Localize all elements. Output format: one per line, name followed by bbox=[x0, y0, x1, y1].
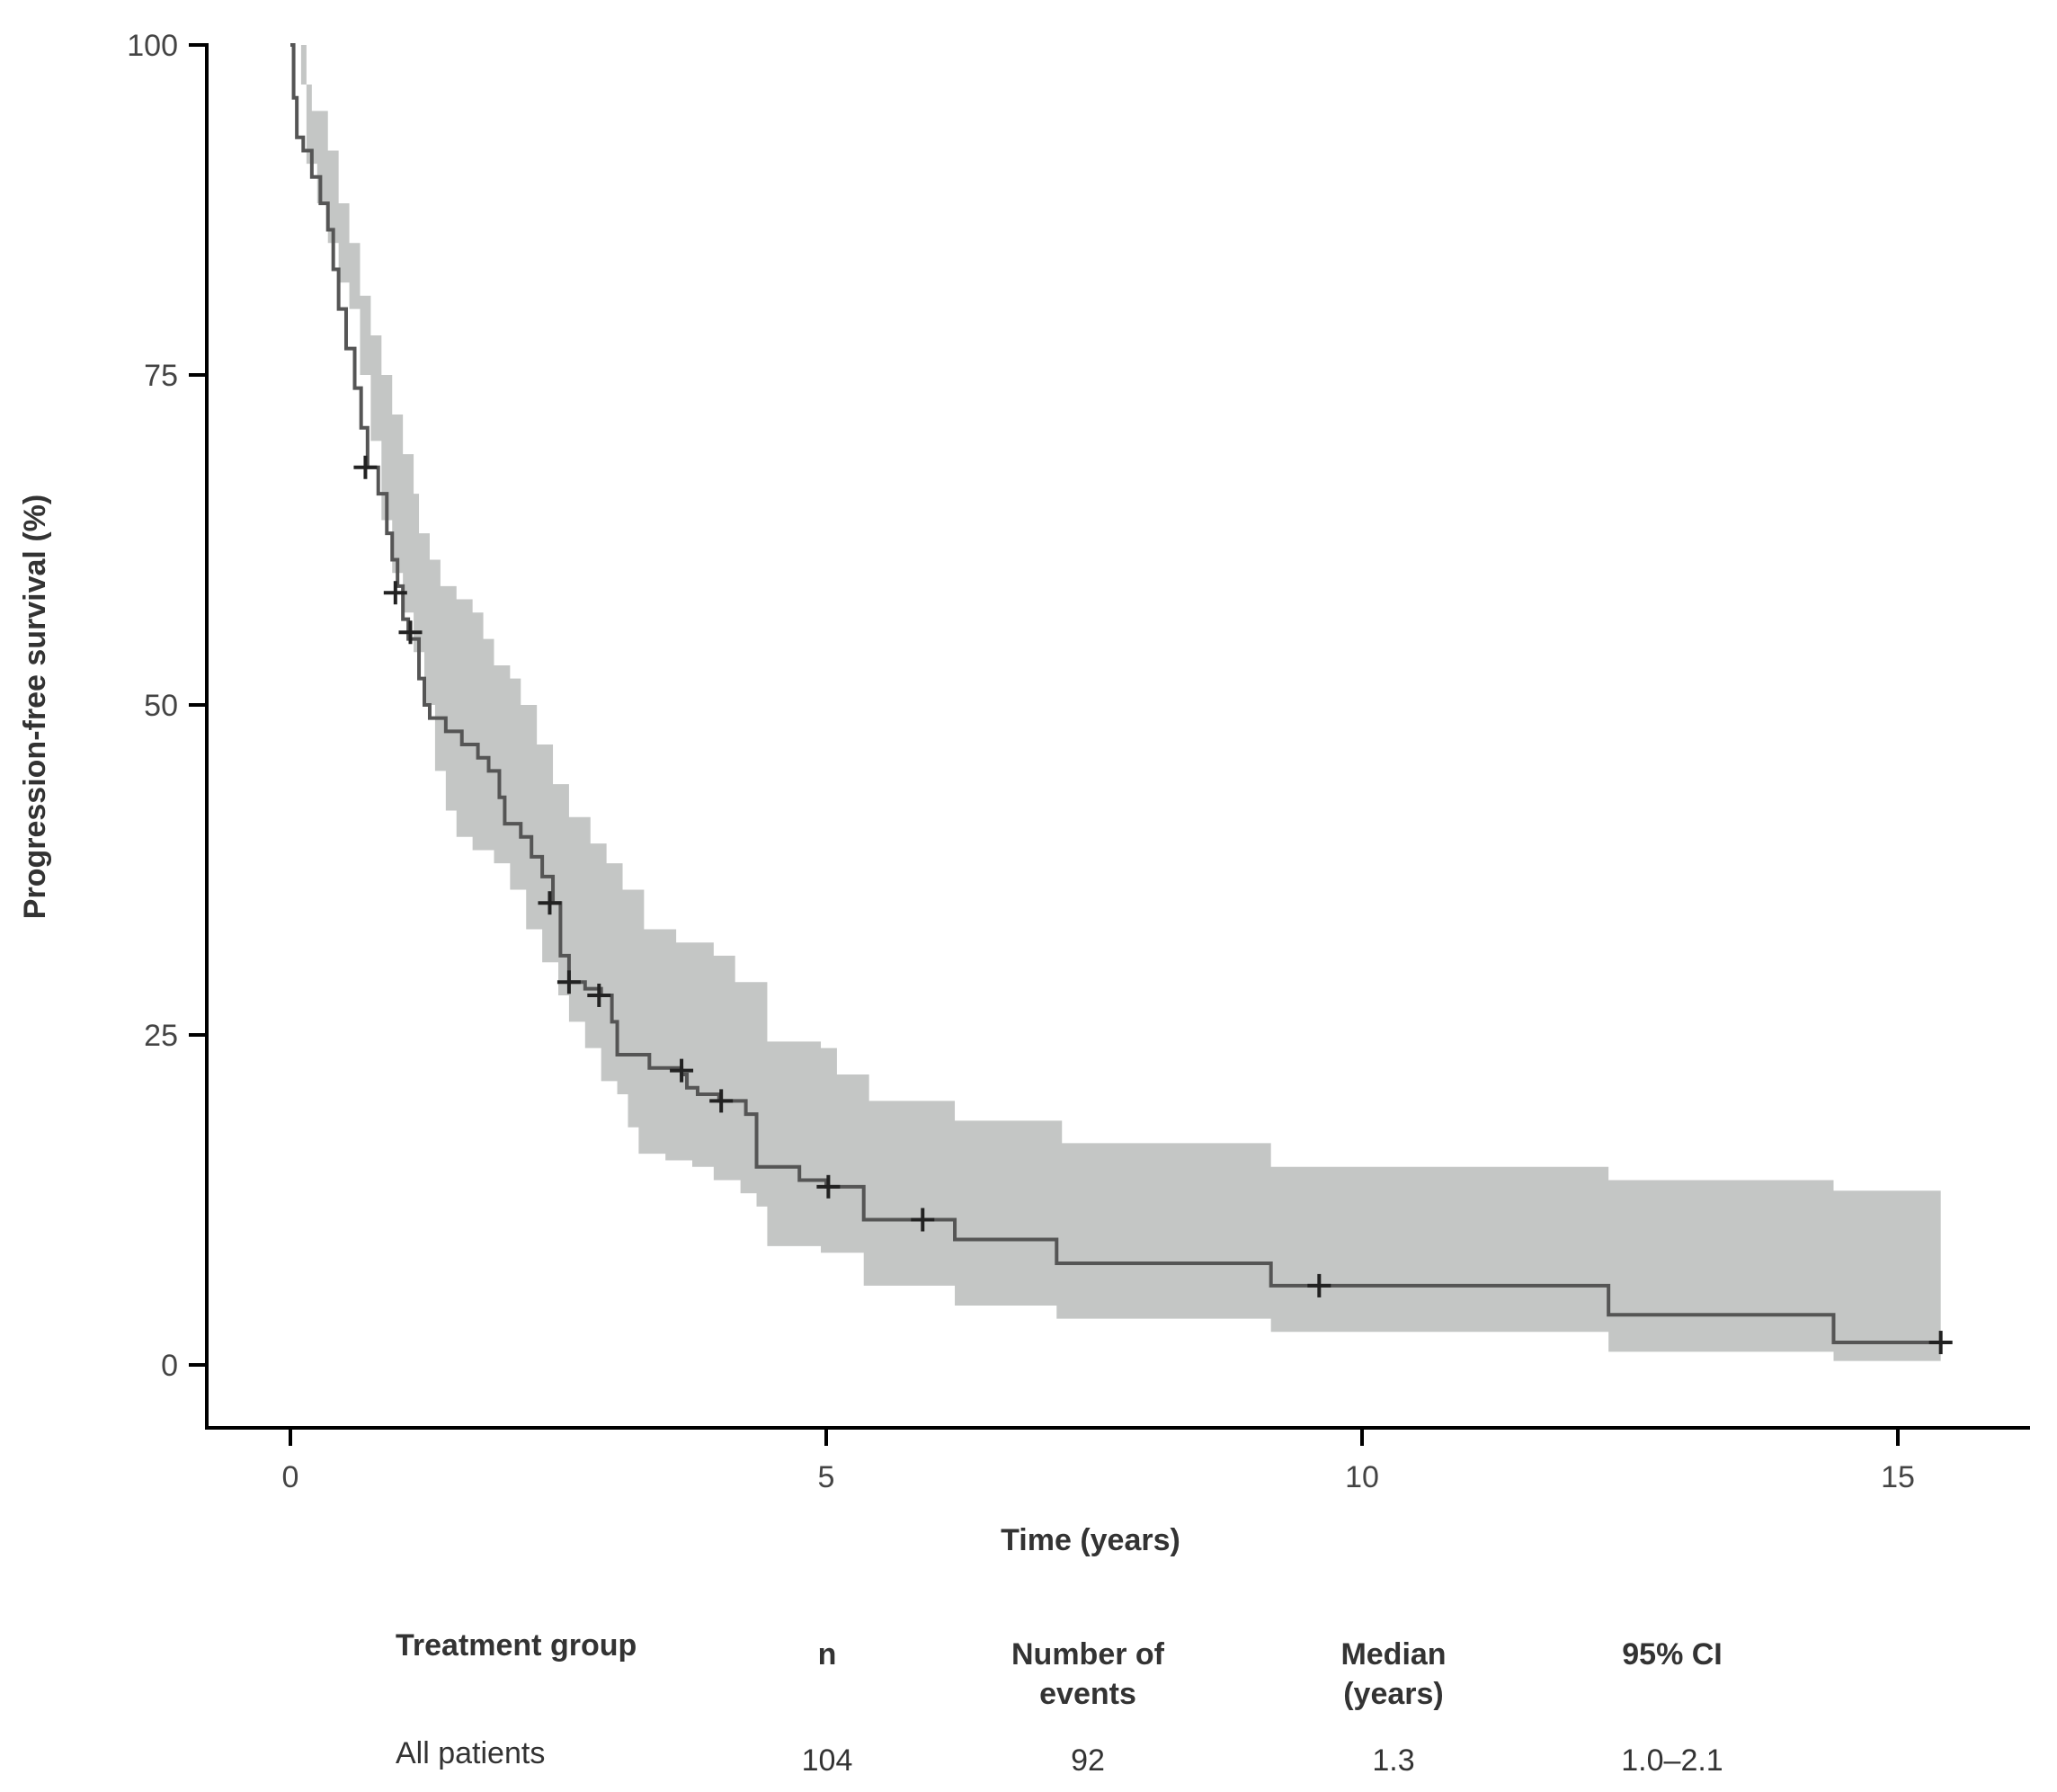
censor-mark bbox=[911, 1208, 935, 1232]
censor-mark bbox=[383, 581, 407, 605]
row-ci: 1.0–2.1 bbox=[1621, 1743, 1723, 1778]
censor-mark bbox=[816, 1174, 841, 1199]
censor-mark bbox=[587, 983, 611, 1007]
confidence-band bbox=[290, 45, 1941, 1361]
row-median: 1.3 bbox=[1372, 1743, 1415, 1778]
x-tick-label: 0 bbox=[282, 1460, 299, 1494]
summary-table: Treatment group n Number of events Media… bbox=[0, 1609, 2057, 1789]
x-tick-label: 5 bbox=[818, 1460, 835, 1494]
y-tick-label: 0 bbox=[161, 1349, 178, 1383]
header-n: n bbox=[817, 1637, 837, 1672]
x-tick-label: 15 bbox=[1881, 1460, 1915, 1494]
header-median-line2: (years) bbox=[1343, 1677, 1444, 1711]
y-tick-label: 25 bbox=[144, 1019, 178, 1053]
censor-mark bbox=[709, 1089, 734, 1113]
censor-mark bbox=[670, 1058, 694, 1083]
censor-marks bbox=[353, 455, 1953, 1355]
censor-mark bbox=[353, 455, 378, 479]
row-n: 104 bbox=[801, 1743, 853, 1778]
row-events: 92 bbox=[1071, 1743, 1105, 1778]
y-tick-label: 100 bbox=[127, 29, 178, 63]
x-axis-title: Time (years) bbox=[1001, 1523, 1180, 1557]
header-events-line2: events bbox=[1039, 1677, 1136, 1711]
censor-mark bbox=[538, 891, 562, 915]
header-treatment-group: Treatment group bbox=[396, 1628, 637, 1663]
axes: 0 25 50 75 100 0 5 10 15 bbox=[127, 29, 2030, 1494]
header-median-line1: Median bbox=[1340, 1637, 1447, 1672]
survival-curve-all-patients bbox=[290, 43, 1941, 1345]
header-events-line1: Number of bbox=[1011, 1637, 1164, 1672]
y-tick-label: 75 bbox=[144, 359, 178, 393]
y-axis-title: Progression-free survival (%) bbox=[18, 495, 52, 919]
x-tick-label: 10 bbox=[1345, 1460, 1379, 1494]
row-group: All patients bbox=[396, 1736, 546, 1770]
header-ci: 95% CI bbox=[1622, 1637, 1723, 1672]
censor-mark bbox=[1307, 1273, 1331, 1297]
censor-mark bbox=[557, 970, 581, 994]
y-tick-label: 50 bbox=[144, 689, 178, 723]
censor-mark bbox=[398, 620, 423, 645]
censor-mark bbox=[1928, 1331, 1953, 1355]
